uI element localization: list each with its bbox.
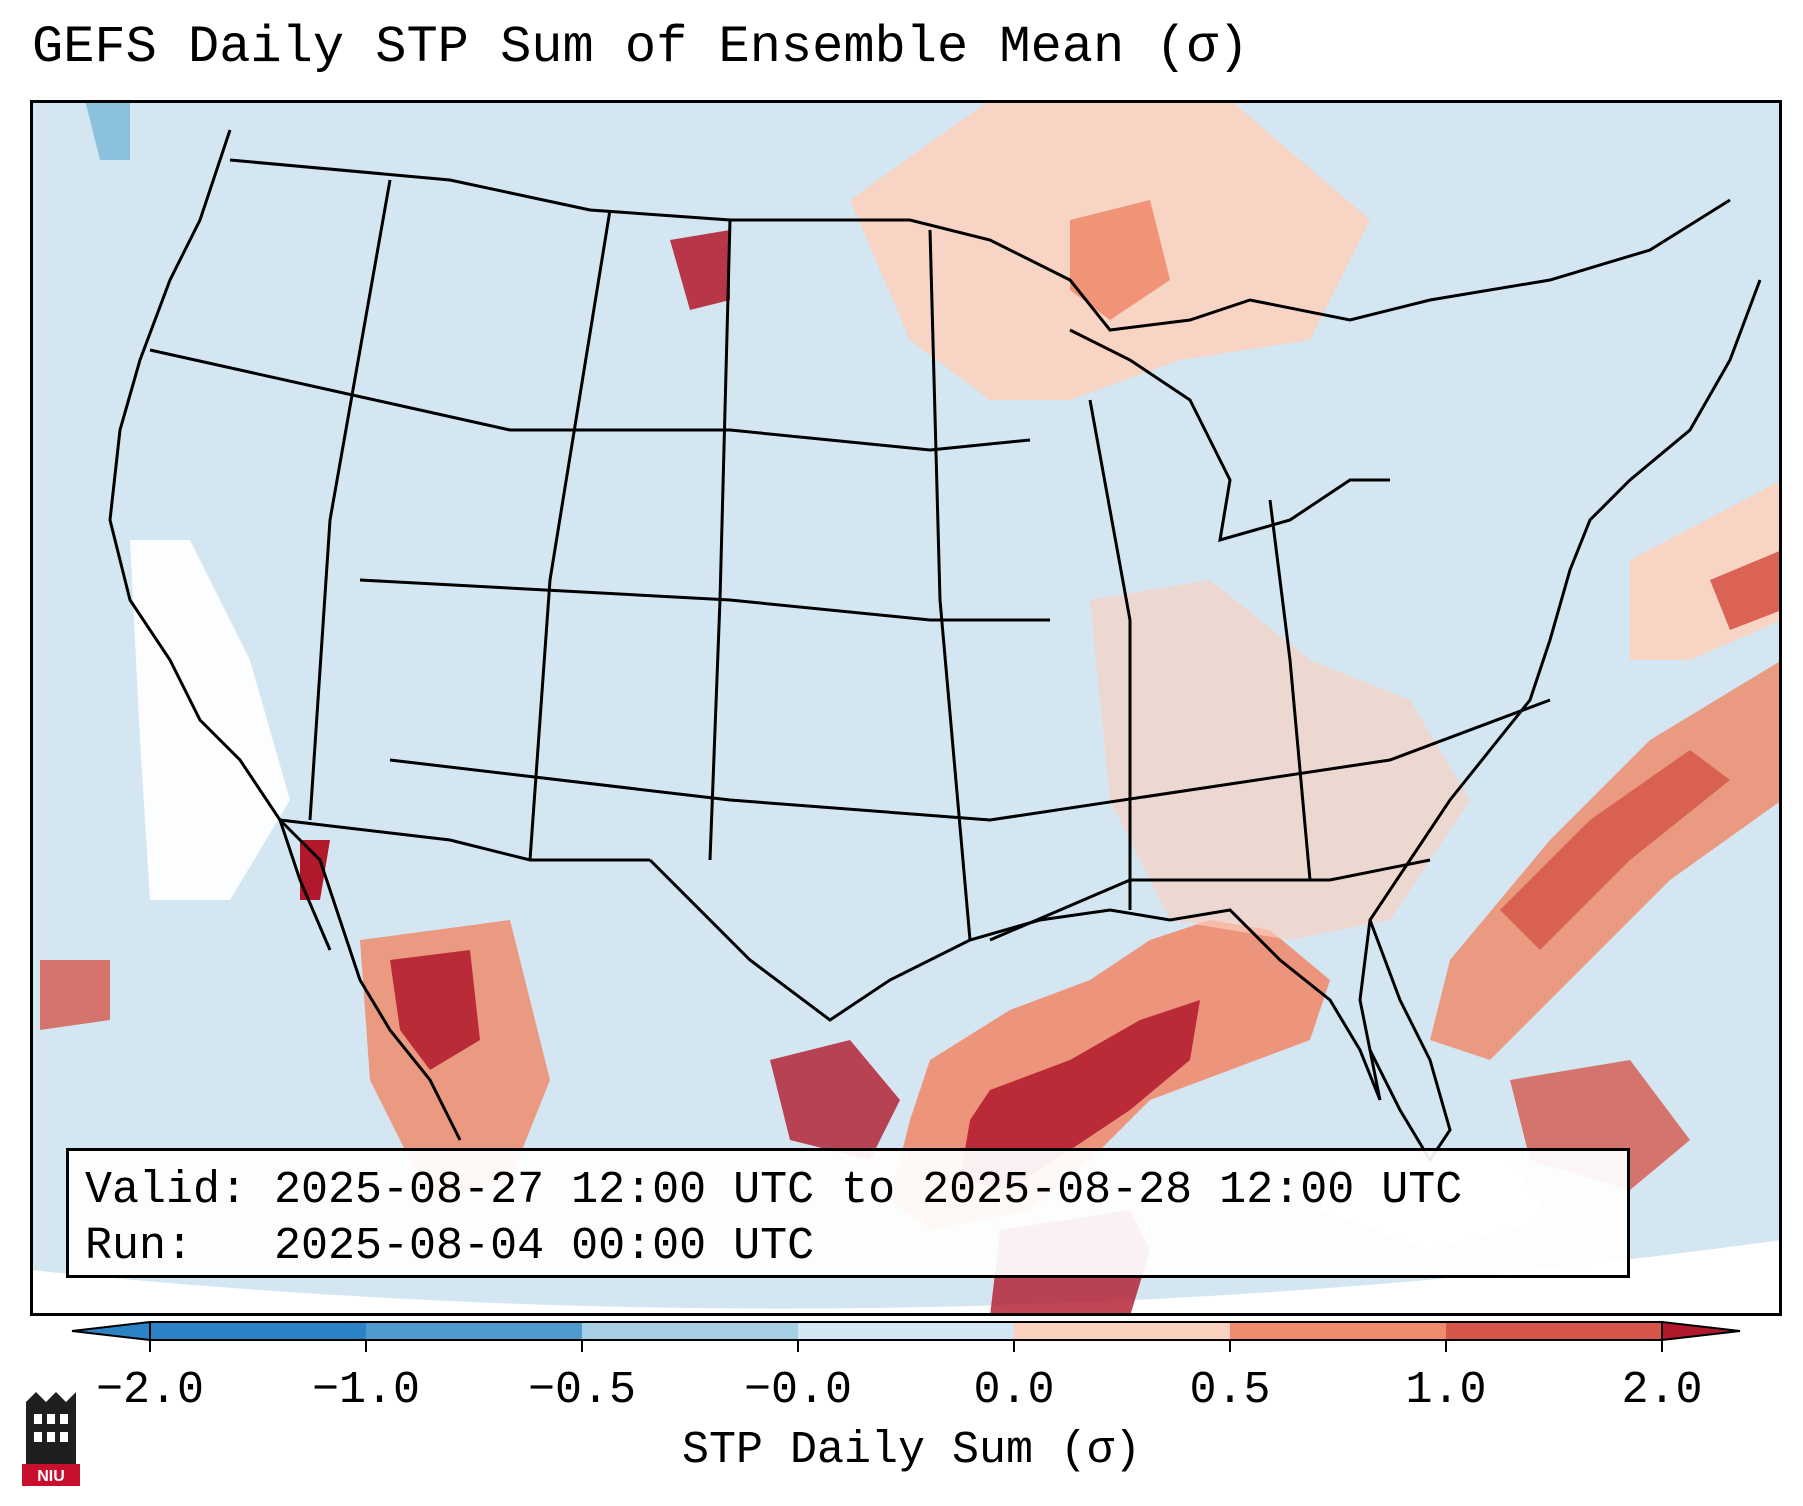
info-box: Valid: 2025-08-27 12:00 UTC to 2025-08-2… [66, 1148, 1630, 1278]
border-meridian-2 [528, 209, 612, 861]
colorbar-segment [1014, 1322, 1230, 1340]
coastline-east [1358, 279, 1762, 1101]
border-lat-south2 [989, 858, 1431, 942]
colorbar-tick-label: −1.0 [311, 1365, 421, 1416]
colorbar-extend-high [1661, 1320, 1741, 1342]
colorbar-segment [798, 1322, 1014, 1340]
mexico-west-strong [390, 950, 480, 1070]
canada-strong-patch [1070, 200, 1170, 320]
logo-text: NIU [37, 1468, 65, 1485]
atlantic-strong-patch [1500, 750, 1730, 950]
atlantic-northeast-strong [1710, 550, 1782, 630]
niu-logo: NIU [22, 1392, 80, 1486]
colorbar-segment [366, 1322, 582, 1340]
colorbar-tick-label: −2.0 [95, 1365, 205, 1416]
great-lakes [1069, 328, 1390, 543]
colorbar-tick-label: 0.0 [973, 1365, 1055, 1416]
pacific-blue-patch [85, 100, 130, 160]
state-boundaries [108, 129, 1762, 1163]
run-time-text: Run: 2025-08-04 00:00 UTC [85, 1221, 815, 1272]
colorbar-tick-label: −0.5 [527, 1365, 637, 1416]
colorbar-segment [1446, 1322, 1662, 1340]
colorbar-segment [150, 1322, 366, 1340]
border-lat-mid [359, 578, 1050, 622]
map-frame [30, 100, 1782, 1316]
coastline-baja [278, 818, 462, 1141]
baja-strong-patch [300, 840, 330, 900]
colorbar-extend-low [71, 1320, 151, 1342]
border-meridian-4 [928, 229, 972, 941]
border-meridian-6 [1268, 499, 1312, 881]
chart-title: GEFS Daily STP Sum of Ensemble Mean (σ) [32, 18, 1249, 77]
coastline-gulf [648, 858, 1382, 1101]
valid-time-text: Valid: 2025-08-27 12:00 UTC to 2025-08-2… [85, 1165, 1463, 1216]
colorbar-tick-label: 1.0 [1405, 1365, 1487, 1416]
east-light-patch [1090, 580, 1470, 940]
border-meridian-5 [1088, 399, 1132, 910]
logo-badge [22, 1464, 80, 1486]
border-meridian-1 [308, 179, 392, 821]
montana-strong-patch [670, 230, 730, 310]
border-meridian-3 [708, 219, 732, 861]
florida [1368, 919, 1452, 1163]
colorbar-tick-label: 2.0 [1621, 1365, 1703, 1416]
border-canada [229, 158, 1731, 332]
colorbar-label: STP Daily Sum (σ) [681, 1425, 1142, 1476]
colorbar-tick-label: 0.5 [1189, 1365, 1271, 1416]
border-lat-south [389, 698, 1551, 822]
gulf-strong-patch [960, 1000, 1200, 1190]
texas-south-patch [770, 1040, 900, 1160]
border-lat-north [149, 348, 1031, 452]
pacific-white-patch [130, 540, 290, 900]
map-panel [30, 100, 1782, 1316]
colorbar-segment [1230, 1322, 1446, 1340]
colorbar-tick-label: −0.0 [743, 1365, 853, 1416]
colorbar-outline [149, 1321, 1663, 1341]
projection-edge [30, 1240, 1782, 1316]
colorbar-segment [582, 1322, 798, 1340]
sw-pacific-patch [40, 960, 110, 1030]
